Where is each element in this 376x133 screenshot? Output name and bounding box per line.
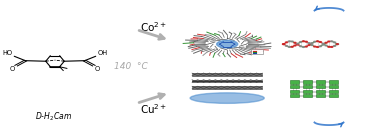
Circle shape <box>217 40 238 48</box>
Text: Cu$^{2+}$: Cu$^{2+}$ <box>140 102 167 116</box>
Circle shape <box>322 44 324 45</box>
Text: HO: HO <box>2 50 12 56</box>
FancyBboxPatch shape <box>290 90 299 93</box>
Circle shape <box>282 44 285 45</box>
Ellipse shape <box>190 93 264 103</box>
Circle shape <box>282 44 285 45</box>
Text: O: O <box>95 66 100 72</box>
Circle shape <box>297 44 299 45</box>
Text: Co$^{2+}$: Co$^{2+}$ <box>140 20 167 34</box>
FancyBboxPatch shape <box>290 94 299 97</box>
FancyBboxPatch shape <box>316 90 325 93</box>
Circle shape <box>314 46 316 47</box>
Circle shape <box>317 41 319 42</box>
Circle shape <box>331 41 333 42</box>
Circle shape <box>291 41 293 42</box>
Circle shape <box>325 45 327 46</box>
FancyBboxPatch shape <box>303 85 312 88</box>
FancyBboxPatch shape <box>329 94 338 97</box>
Circle shape <box>291 46 293 47</box>
FancyBboxPatch shape <box>316 85 325 88</box>
Circle shape <box>322 43 324 44</box>
FancyBboxPatch shape <box>329 80 338 84</box>
Circle shape <box>336 44 338 45</box>
Circle shape <box>305 41 307 42</box>
Circle shape <box>328 46 330 47</box>
FancyBboxPatch shape <box>303 80 312 84</box>
Circle shape <box>334 42 336 43</box>
Circle shape <box>325 42 327 43</box>
Text: $D$-H$_2$Cam: $D$-H$_2$Cam <box>35 110 72 123</box>
Circle shape <box>328 41 330 42</box>
FancyBboxPatch shape <box>316 80 325 84</box>
FancyBboxPatch shape <box>290 80 299 84</box>
FancyBboxPatch shape <box>290 85 299 88</box>
Circle shape <box>294 42 296 43</box>
Circle shape <box>336 44 338 45</box>
Circle shape <box>285 45 288 46</box>
Text: 140  °C: 140 °C <box>114 62 148 71</box>
Circle shape <box>319 46 321 47</box>
FancyBboxPatch shape <box>303 90 312 93</box>
FancyBboxPatch shape <box>252 49 262 54</box>
Circle shape <box>308 43 310 44</box>
Text: OH: OH <box>97 50 108 56</box>
Circle shape <box>285 42 288 43</box>
Circle shape <box>314 41 316 42</box>
Text: O: O <box>10 66 15 72</box>
FancyBboxPatch shape <box>316 94 325 97</box>
Circle shape <box>300 46 302 47</box>
Circle shape <box>294 45 296 46</box>
FancyBboxPatch shape <box>329 85 338 88</box>
FancyBboxPatch shape <box>329 90 338 93</box>
FancyBboxPatch shape <box>303 94 312 97</box>
Circle shape <box>297 43 299 44</box>
Circle shape <box>288 41 290 42</box>
Circle shape <box>311 43 313 44</box>
Circle shape <box>302 41 305 42</box>
Circle shape <box>305 46 307 47</box>
Circle shape <box>334 45 336 46</box>
